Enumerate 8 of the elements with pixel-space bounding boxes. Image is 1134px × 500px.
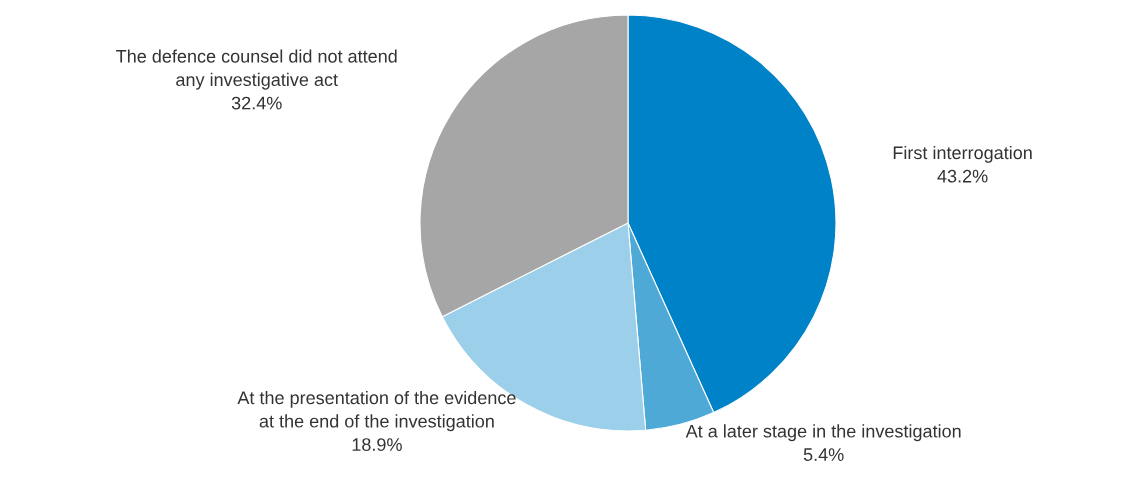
slice-label: At the presentation of the evidence at the end of the investigation bbox=[237, 390, 516, 432]
data-label: 43.2% bbox=[937, 169, 988, 183]
data-label: 5.4% bbox=[803, 448, 844, 461]
slice-label: First interrogation bbox=[893, 145, 1032, 163]
data-label: 18.9% bbox=[352, 438, 402, 451]
data-label: 32.4% bbox=[231, 96, 282, 110]
slice-label: At a later stage in the investigation bbox=[685, 424, 961, 442]
slice-label: The defence counsel did not attend any investigative act bbox=[116, 49, 397, 90]
